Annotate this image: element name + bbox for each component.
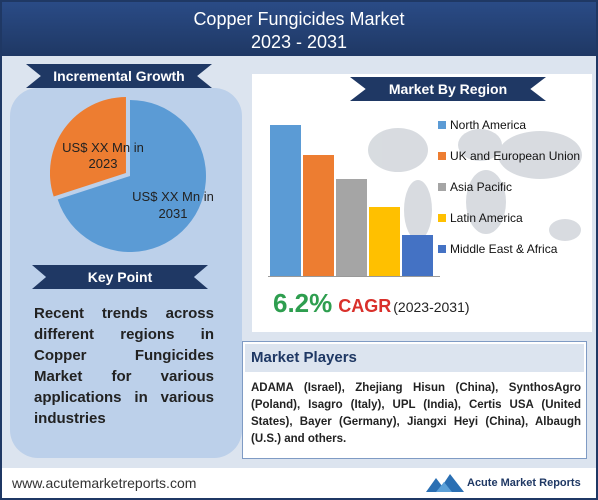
bar-north-america [270, 125, 301, 276]
incremental-growth-pie [50, 97, 207, 252]
market-by-region-label: Market By Region [388, 81, 508, 97]
incremental-growth-label: Incremental Growth [53, 68, 185, 84]
world-map-watermark [368, 128, 582, 241]
market-players-title: Market Players [245, 344, 584, 372]
bar-baseline [268, 276, 440, 277]
market-players-text: ADAMA (Israel), Zhejiang Hisun (China), … [251, 382, 581, 445]
bar-latin-america [369, 206, 400, 276]
legend-item: Asia Pacific [438, 180, 512, 194]
key-point-ribbon: Key Point [32, 265, 208, 289]
cagr-years: (2023-2031) [393, 299, 470, 315]
pie-slice-2023 [50, 97, 126, 197]
market-players-box: Market Players ADAMA (Israel), Zhejiang … [242, 341, 587, 459]
page-title: Copper Fungicides Market [193, 9, 405, 29]
legend-item: Latin America [438, 211, 523, 225]
legend-swatch [438, 244, 446, 253]
legend-item: North America [438, 118, 526, 132]
legend-label: Asia Pacific [450, 180, 513, 194]
cagr-value: 6.2% [273, 288, 333, 318]
brand-name: Acute Market Reports [467, 477, 581, 489]
bar-middle-east-africa [402, 235, 433, 276]
legend-label: Middle East & Africa [450, 242, 558, 256]
legend-label: UK and European Union [450, 149, 581, 163]
pie-slice-2031 [57, 100, 207, 252]
legend-swatch [438, 213, 446, 222]
legend-swatch [438, 182, 446, 191]
brand-logo-icon [426, 474, 464, 492]
legend-item: Middle East & Africa [438, 242, 557, 256]
legend-swatch [438, 151, 446, 160]
incremental-growth-ribbon: Incremental Growth [26, 64, 212, 88]
legend-item: UK and European Union [438, 149, 580, 163]
key-point-text: Recent trends across different regions i… [34, 305, 214, 427]
legend-label: Latin America [450, 211, 523, 225]
header: Copper Fungicides Market 2023 - 2031 [2, 2, 596, 56]
legend-label: North America [450, 118, 527, 132]
bar-uk-and-european-union [303, 155, 334, 276]
pie-label-2023: US$ XX Mn in 2023 [62, 140, 144, 171]
bar-asia-pacific [336, 179, 367, 276]
cagr-label: CAGR [338, 296, 392, 316]
cagr-display: 6.2% CAGR (2023-2031) [273, 288, 470, 320]
market-by-region-ribbon: Market By Region [350, 77, 546, 101]
pie-label-2031: US$ XX Mn in 2031 [132, 189, 214, 221]
region-bar-chart [270, 125, 438, 276]
website-link[interactable]: www.acutemarketreports.com [12, 475, 197, 491]
page-subtitle: 2023 - 2031 [250, 32, 348, 52]
footer: www.acutemarketreports.com Acute Market … [2, 468, 596, 498]
key-point-label: Key Point [87, 269, 153, 285]
legend-swatch [438, 120, 446, 129]
